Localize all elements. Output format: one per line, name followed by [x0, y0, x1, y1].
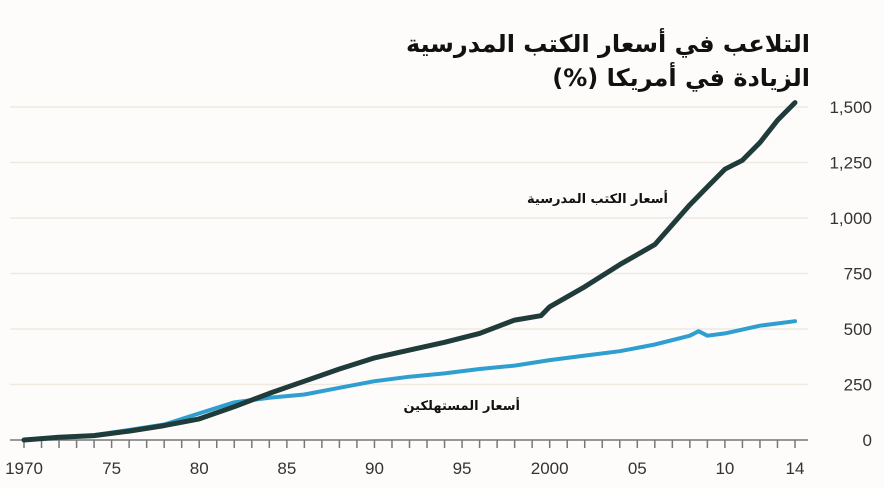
x-tick-label: 75 — [102, 459, 121, 478]
x-tick-label: 1970 — [5, 459, 43, 478]
y-tick-label: 1,500 — [829, 98, 872, 117]
x-tick-label: 2000 — [531, 459, 569, 478]
y-tick-label: 750 — [844, 265, 872, 284]
chart-title: التلاعب في أسعار الكتب المدرسية — [405, 30, 810, 58]
x-tick-label: 90 — [365, 459, 384, 478]
x-tick-label: 80 — [190, 459, 209, 478]
consumer-series-label: أسعار المستهلكين — [403, 397, 520, 414]
consumer-prices-line — [22, 319, 797, 442]
chart-subtitle: الزيادة في أمريكا (%) — [552, 64, 810, 92]
textbook-series-label: أسعار الكتب المدرسية — [527, 190, 668, 207]
y-tick-label: 1,250 — [829, 154, 872, 173]
x-tick-label: 10 — [715, 459, 734, 478]
y-tick-label: 500 — [844, 320, 872, 339]
y-tick-label: 1,000 — [829, 209, 872, 228]
x-tick-label: 85 — [277, 459, 296, 478]
x-tick-label: 14 — [786, 459, 805, 478]
x-tick-label: 05 — [628, 459, 647, 478]
textbook-prices-line — [21, 100, 798, 443]
y-tick-label: 250 — [844, 376, 872, 395]
x-tick-label: 95 — [453, 459, 472, 478]
y-tick-label: 0 — [863, 431, 872, 450]
